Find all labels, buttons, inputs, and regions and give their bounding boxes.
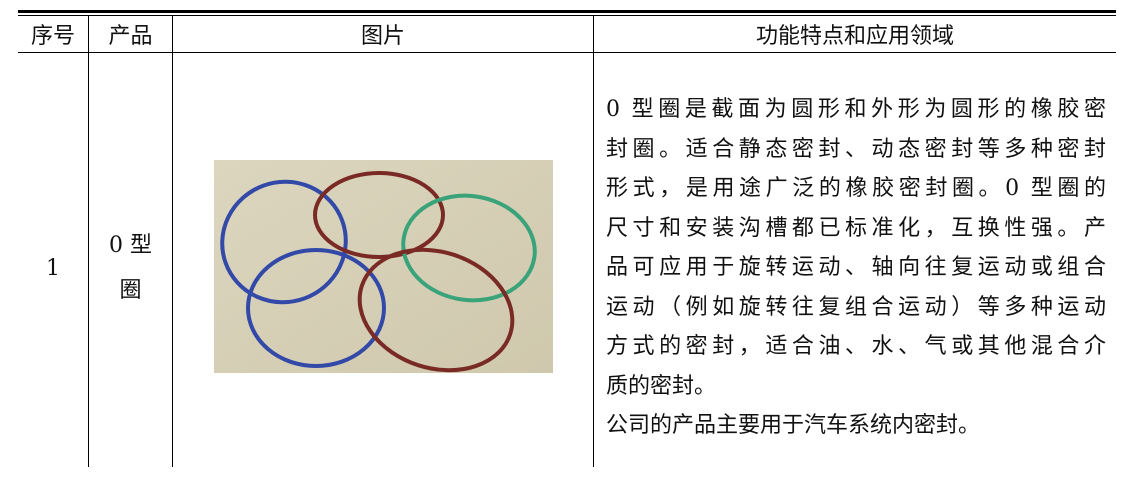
description: 0 型圈是截面为圆形和外形为圆形的橡胶密 封圈。适合静态密封、动态密封等多种密封形… [606, 90, 1106, 446]
column-rule [88, 16, 89, 467]
product-name: 0 型圈 [89, 53, 172, 483]
column-rule [593, 16, 594, 467]
header-cell: 产品 [108, 24, 153, 49]
column-rule [172, 16, 173, 467]
header-cell: 功能特点和应用领域 [755, 24, 954, 49]
page: 序号 产品 图片 功能特点和应用领域 1 0 型圈 0 型圈是截面为圆形和外形为… [18, 10, 1116, 467]
top-rule-thin [18, 15, 1116, 16]
description-line: 封圈。适合静态密封、动态密封等多种密封 [606, 136, 1106, 162]
description-line: 品可应用于旋转运动、轴向往复运动或组合 [606, 255, 1106, 280]
description-line: 公司的产品主要用于汽车系统内密封。 [606, 413, 981, 438]
header-cell: 序号 [30, 24, 75, 49]
description-line: 运动（例如旋转往复组合运动）等多种运动 [606, 294, 1106, 320]
description-line: 方式的密封，适合油、水、气或其他混合介 [606, 334, 1106, 359]
header-rule [18, 52, 1116, 53]
description-line: 尺寸和安装沟槽都已标准化，互换性强。产 [606, 215, 1106, 241]
row-number: 1 [46, 255, 60, 281]
product-image [214, 160, 553, 373]
header-cell: 图片 [360, 24, 405, 49]
description-line: 形式，是用途广泛的橡胶密封圈。0 型圈的 [606, 176, 1106, 201]
top-rule [18, 10, 1116, 13]
product-text: 0 型圈 [109, 233, 152, 303]
description-line: 0 型圈是截面为圆形和外形为圆形的橡胶密 [606, 97, 1106, 122]
description-line: 质的密封。 [606, 373, 717, 399]
